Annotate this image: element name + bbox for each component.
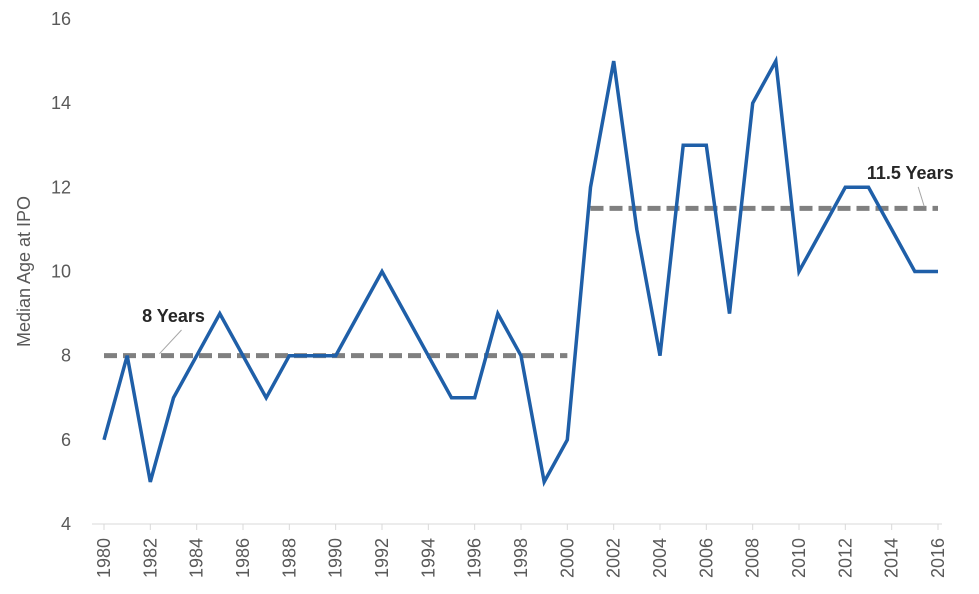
x-tick-label: 1982 [140, 538, 160, 578]
series-group [102, 55, 939, 488]
x-tick-label: 2012 [835, 538, 855, 578]
y-axis-ticks: 4 6 8 10 12 14 16 [51, 9, 71, 534]
x-tick-label: 1990 [326, 538, 346, 578]
y-tick-label: 16 [51, 9, 71, 29]
x-tick-label: 2000 [557, 538, 577, 578]
y-tick-label: 4 [61, 514, 71, 534]
reference-leader-line [159, 329, 182, 355]
x-tick-label: 2004 [650, 538, 670, 578]
y-tick-label: 6 [61, 430, 71, 450]
x-tick-label: 2014 [882, 538, 902, 578]
x-tick-label: 2016 [928, 538, 948, 578]
x-tick-label: 1984 [187, 538, 207, 578]
reference-line-label: 11.5 Years [867, 163, 954, 183]
reference-leader-line [917, 186, 925, 207]
y-tick-label: 14 [51, 93, 71, 113]
reference-line-label: 8 Years [142, 306, 205, 326]
x-axis-ticks: 1980 1982 1984 1986 1988 1990 1992 1994 1996 1998… [94, 524, 948, 578]
series-line [102, 55, 938, 488]
x-tick-label: 1980 [94, 538, 114, 578]
x-tick-label: 2008 [743, 538, 763, 578]
x-tick-label: 1988 [279, 538, 299, 578]
x-tick-label: 1986 [233, 538, 253, 578]
reference-lines: 8 Years 11.5 Years [104, 163, 954, 359]
x-tick-label: 2006 [696, 538, 716, 578]
x-tick-label: 1996 [465, 538, 485, 578]
x-tick-label: 2010 [789, 538, 809, 578]
x-tick-label: 2002 [604, 538, 624, 578]
x-tick-label: 1998 [511, 538, 531, 578]
y-axis-title: Median Age at IPO [14, 196, 34, 347]
y-tick-label: 12 [51, 177, 71, 197]
y-tick-label: 10 [51, 262, 71, 282]
x-tick-label: 1994 [418, 538, 438, 578]
x-tick-label: 1992 [372, 538, 392, 578]
y-tick-label: 8 [61, 346, 71, 366]
